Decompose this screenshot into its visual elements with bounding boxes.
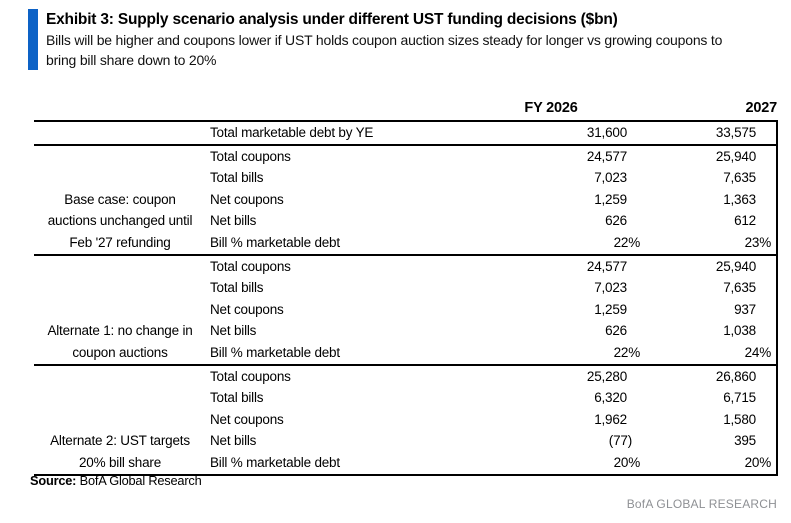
scenario-label-base-case: Base case: coupon auctions unchanged unt… (34, 144, 206, 256)
value-fy2026: 22% (461, 231, 641, 256)
scenario-label-line: auctions unchanged until (47, 213, 193, 229)
value-fy2026: 22% (461, 341, 641, 366)
metric-label: Net bills (210, 213, 257, 229)
table-row: Net bills 626 1,038 (34, 320, 778, 342)
metric-label: Net coupons (210, 411, 284, 427)
column-header-fy2026: FY 2026 (461, 90, 641, 122)
metric-label: Net coupons (210, 301, 284, 317)
value-2027: 395 (641, 430, 778, 452)
value-2027: 25,940 (641, 144, 778, 168)
table-row: Alternate 2: UST targets 20% bill share … (34, 364, 778, 476)
value-fy2026: 20% (461, 451, 641, 476)
value-fy2026: (77) (608, 433, 632, 449)
value-2027: 20% (641, 451, 778, 476)
table-row: Total bills 7,023 7,635 (34, 277, 778, 299)
table-row: Net coupons 1,259 937 (34, 298, 778, 321)
table-row: Net bills (77) 395 (34, 430, 778, 452)
value-2027: 23% (641, 231, 778, 256)
scenario-label-line: Alternate 2: UST targets (50, 433, 190, 449)
table-header-row: FY 2026 2027 (34, 90, 777, 122)
metric-label: Total bills (210, 280, 264, 296)
value-fy2026: 1,259 (594, 301, 627, 317)
table-row: Bill % marketable debt 22% 24% (34, 341, 778, 366)
table-row: Net bills 626 612 (34, 210, 778, 232)
value-2027: 937 (641, 298, 778, 321)
value-2027: 33,575 (641, 121, 778, 146)
table-row: Total bills 6,320 6,715 (34, 387, 778, 409)
source-line: Source: BofA Global Research (30, 473, 202, 488)
metric-label: Total coupons (210, 258, 291, 274)
value-fy2026: 7,023 (594, 170, 627, 186)
value-2027: 1,038 (641, 320, 778, 342)
metric-label: Net bills (210, 433, 257, 449)
table-row: Base case: coupon auctions unchanged unt… (34, 144, 778, 256)
table-row: Bill % marketable debt 22% 23% (34, 231, 778, 256)
value-2027: 24% (641, 341, 778, 366)
value-fy2026: 24,577 (586, 148, 627, 164)
value-fy2026: 6,320 (594, 390, 627, 406)
metric-label: Net coupons (210, 191, 284, 207)
value-2027: 612 (641, 210, 778, 232)
metric-label: Bill % marketable debt (206, 231, 461, 256)
column-header-2027: 2027 (641, 90, 777, 122)
exhibit-title: Exhibit 3: Supply scenario analysis unde… (46, 11, 618, 28)
scenario-label-alternate-1: Alternate 1: no change in coupon auction… (34, 254, 206, 366)
scenario-label-line: Alternate 1: no change in (47, 323, 193, 339)
metric-label: Bill % marketable debt (206, 451, 461, 476)
scenario-label-line: coupon auctions (72, 344, 168, 360)
value-2027: 1,363 (641, 188, 778, 211)
value-fy2026: 1,962 (594, 411, 627, 427)
value-fy2026: 25,280 (586, 368, 627, 384)
scenario-label-line: 20% bill share (79, 454, 161, 470)
table-row: Alternate 1: no change in coupon auction… (34, 254, 778, 366)
scenario-spacer (34, 121, 206, 146)
exhibit-subtitle: Bills will be higher and coupons lower i… (46, 32, 723, 68)
source-label: Source: (30, 473, 77, 488)
header-spacer (34, 90, 206, 122)
metric-label: Total bills (210, 390, 264, 406)
exhibit-accent-bar (28, 9, 38, 70)
metric-label: Total coupons (210, 368, 291, 384)
supply-scenario-table: FY 2026 2027 Total marketable debt by YE… (34, 90, 778, 476)
brand-watermark: BofA GLOBAL RESEARCH (626, 497, 777, 511)
value-2027: 25,940 (641, 254, 778, 278)
metric-label: Net bills (210, 323, 257, 339)
value-2027: 7,635 (641, 277, 778, 299)
scenario-label-alternate-2: Alternate 2: UST targets 20% bill share (34, 364, 206, 476)
scenario-label-line: Feb '27 refunding (69, 234, 171, 250)
metric-label: Total bills (210, 170, 264, 186)
exhibit-header-text: Exhibit 3: Supply scenario analysis unde… (46, 9, 748, 70)
metric-label: Total coupons (210, 148, 291, 164)
table-row: Total bills 7,023 7,635 (34, 167, 778, 189)
value-fy2026: 7,023 (594, 280, 627, 296)
table-row: Total marketable debt by YE 31,600 33,57… (34, 121, 778, 146)
exhibit-header: Exhibit 3: Supply scenario analysis unde… (28, 9, 748, 70)
scenario-label-line: Base case: coupon (64, 191, 176, 207)
metric-label: Bill % marketable debt (206, 341, 461, 366)
value-2027: 1,580 (641, 408, 778, 431)
value-2027: 6,715 (641, 387, 778, 409)
header-spacer (206, 90, 461, 122)
table-row: Net coupons 1,259 1,363 (34, 188, 778, 211)
value-fy2026: 31,600 (461, 121, 641, 146)
table-row: Net coupons 1,962 1,580 (34, 408, 778, 431)
value-fy2026: 1,259 (594, 191, 627, 207)
value-2027: 26,860 (641, 364, 778, 388)
value-2027: 7,635 (641, 167, 778, 189)
table-row: Bill % marketable debt 20% 20% (34, 451, 778, 476)
metric-label: Total marketable debt by YE (206, 121, 461, 146)
source-text: BofA Global Research (76, 473, 202, 488)
value-fy2026: 24,577 (586, 258, 627, 274)
value-fy2026: 626 (605, 323, 627, 339)
value-fy2026: 626 (605, 213, 627, 229)
